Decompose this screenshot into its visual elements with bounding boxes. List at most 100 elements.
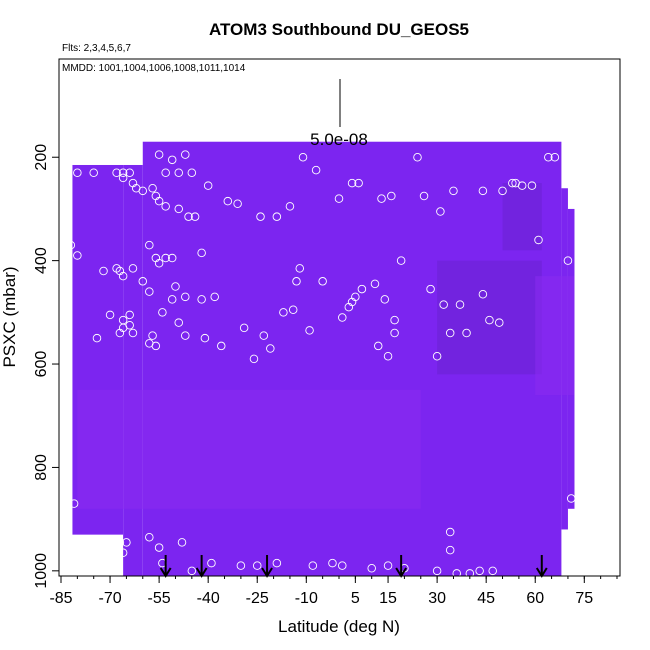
observation-marker (419, 191, 429, 201)
observation-markers (66, 150, 576, 576)
dates-label: MMDD: 1001,1004,1006,1008,1011,1014 (62, 63, 246, 74)
observation-marker (288, 305, 298, 314)
observation-marker (125, 321, 134, 330)
observation-marker (125, 168, 134, 177)
observation-marker (475, 566, 484, 576)
observation-marker (517, 181, 527, 190)
observation-marker (69, 499, 79, 508)
observation-marker (387, 191, 396, 201)
observation-marker (174, 168, 183, 177)
observation-marker (118, 173, 128, 183)
observation-marker (138, 277, 148, 286)
observation-marker (563, 256, 573, 265)
observation-marker (105, 310, 115, 320)
observation-marker (112, 168, 121, 177)
y-tick-label: 600 (33, 351, 50, 378)
observation-marker (357, 284, 367, 294)
observation-marker (377, 194, 386, 203)
x-tick-label: -85 (49, 590, 72, 607)
observation-marker (308, 561, 318, 570)
observation-marker (449, 186, 458, 196)
heatmap-field (72, 141, 575, 576)
observation-marker (118, 168, 128, 177)
observation-marker (73, 251, 82, 260)
observation-marker (66, 240, 76, 250)
observation-marker (203, 181, 213, 190)
observation-marker (145, 532, 154, 542)
observation-marker (174, 318, 183, 327)
observation-marker (285, 202, 295, 211)
observation-marker (566, 494, 576, 503)
observation-marker (151, 341, 161, 351)
y-tick-label: 200 (33, 144, 50, 171)
observation-marker (223, 196, 233, 206)
observation-marker (197, 248, 206, 258)
observation-marker (181, 331, 190, 340)
observation-marker (436, 207, 445, 216)
observation-marker (115, 328, 125, 338)
observation-marker (256, 212, 265, 221)
observation-marker (73, 168, 82, 177)
observation-marker (445, 527, 455, 537)
observation-marker (328, 558, 337, 568)
observation-marker (252, 561, 262, 570)
chart-title: ATOM3 Southbound DU_GEOS5 (209, 20, 469, 39)
observation-marker (380, 295, 390, 304)
observation-marker (161, 202, 170, 211)
observation-marker (128, 328, 138, 338)
observation-marker (445, 328, 455, 338)
observation-marker (266, 344, 275, 353)
field-patch (77, 389, 421, 509)
x-axis-label: Latitude (deg N) (278, 617, 400, 636)
flights-label: Flts: 2,3,4,5,6,7 (62, 43, 131, 54)
flight-arrow-head (195, 567, 208, 578)
observation-marker (148, 331, 157, 340)
observation-marker (495, 318, 504, 327)
observation-marker (167, 155, 177, 165)
observation-marker (452, 569, 461, 576)
observation-marker (383, 352, 393, 361)
observation-marker (200, 333, 210, 343)
observation-marker (171, 282, 180, 291)
flight-arrow-head (535, 567, 548, 578)
observation-marker (390, 328, 399, 338)
observation-marker (465, 569, 475, 576)
observation-marker (338, 561, 347, 570)
observation-marker (455, 300, 465, 309)
observation-marker (426, 284, 435, 294)
observation-marker (544, 152, 553, 162)
observation-marker (118, 271, 128, 281)
x-axis: -85 -70 -55 -40 -25 -10 5 15 30 45 60 75 (49, 576, 618, 607)
x-tick-label: -10 (295, 590, 318, 607)
observation-marker (210, 292, 219, 302)
observation-marker (370, 279, 380, 289)
observation-marker (148, 183, 157, 193)
observation-marker (396, 256, 406, 265)
flight-arrow-head (261, 567, 273, 578)
observation-marker (145, 287, 154, 296)
observation-marker (373, 341, 383, 351)
observation-marker (478, 186, 488, 196)
observation-marker (187, 168, 197, 177)
y-axis: 200 400 600 800 1000 (33, 144, 59, 589)
y-tick-label: 800 (33, 454, 50, 481)
scale-bar-label: 5.0e-08 (310, 130, 368, 149)
observation-marker (462, 328, 471, 338)
observation-marker (347, 178, 357, 188)
y-tick-label: 400 (33, 247, 50, 274)
observation-marker (154, 543, 164, 552)
observation-marker (184, 212, 193, 221)
field-patch (437, 260, 542, 375)
observation-marker (338, 313, 347, 322)
flight-arrow-head (395, 567, 407, 578)
observation-marker (432, 566, 442, 576)
observation-marker (92, 333, 102, 343)
observation-marker (177, 538, 187, 547)
observation-marker (272, 212, 282, 221)
x-tick-label: -55 (148, 590, 171, 607)
observation-marker (259, 331, 269, 340)
observation-marker (445, 545, 455, 555)
field-patch (535, 276, 575, 396)
flight-arrow-head (159, 567, 172, 578)
